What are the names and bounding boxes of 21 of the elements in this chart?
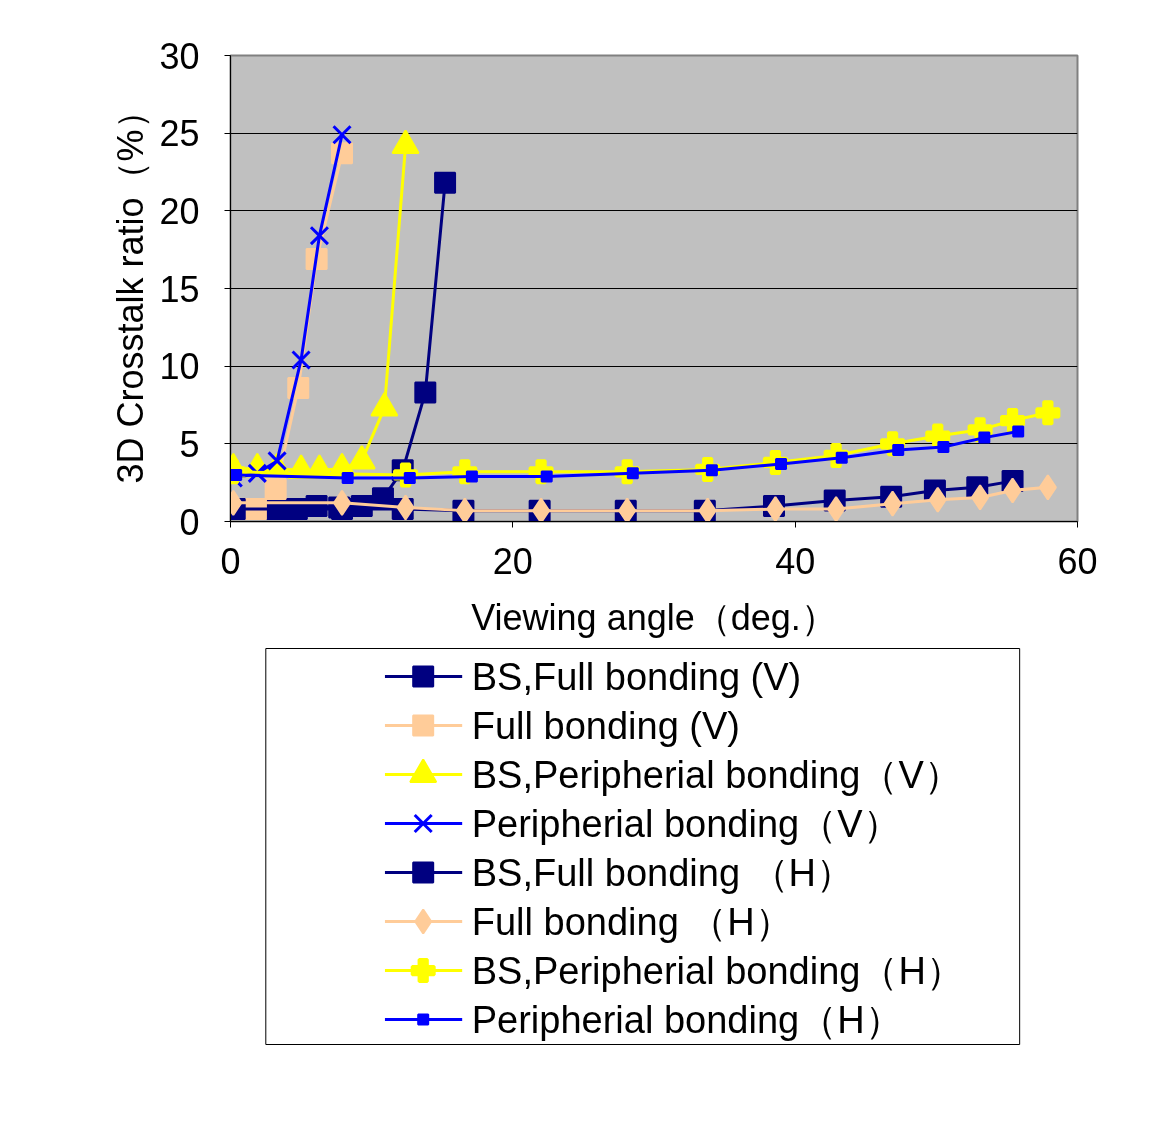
y-tick-label: 10 [159, 346, 200, 388]
x-axis-title: Viewing angle（deg.） [471, 596, 837, 638]
y-tick-label: 0 [179, 501, 200, 543]
y-axis-title: 3D Crosstalk ratio（%） [110, 93, 152, 484]
x-tick-label: 40 [775, 540, 816, 582]
x-tick-label: 60 [1057, 540, 1098, 582]
legend-label: BS,Peripherial bonding（V） [471, 753, 962, 796]
legend-label: Peripherial bonding（V） [471, 802, 901, 845]
x-tick-label: 0 [220, 540, 241, 582]
y-tick-label: 25 [159, 113, 200, 155]
legend-label: Full bonding （H） [471, 900, 793, 943]
y-tick-label: 20 [159, 190, 200, 232]
y-tick-label: 30 [159, 35, 200, 77]
y-tick-label: 15 [159, 268, 200, 310]
legend-label: Full bonding (V) [471, 704, 740, 747]
legend-label: BS,Full bonding (V) [471, 655, 802, 698]
legend-label: BS,Peripherial bonding（H） [471, 949, 964, 992]
legend-label: BS,Full bonding （H） [471, 851, 855, 894]
x-tick-label: 20 [492, 540, 533, 582]
y-tick-label: 5 [179, 423, 200, 465]
legend-label: Peripherial bonding（H） [471, 998, 903, 1041]
